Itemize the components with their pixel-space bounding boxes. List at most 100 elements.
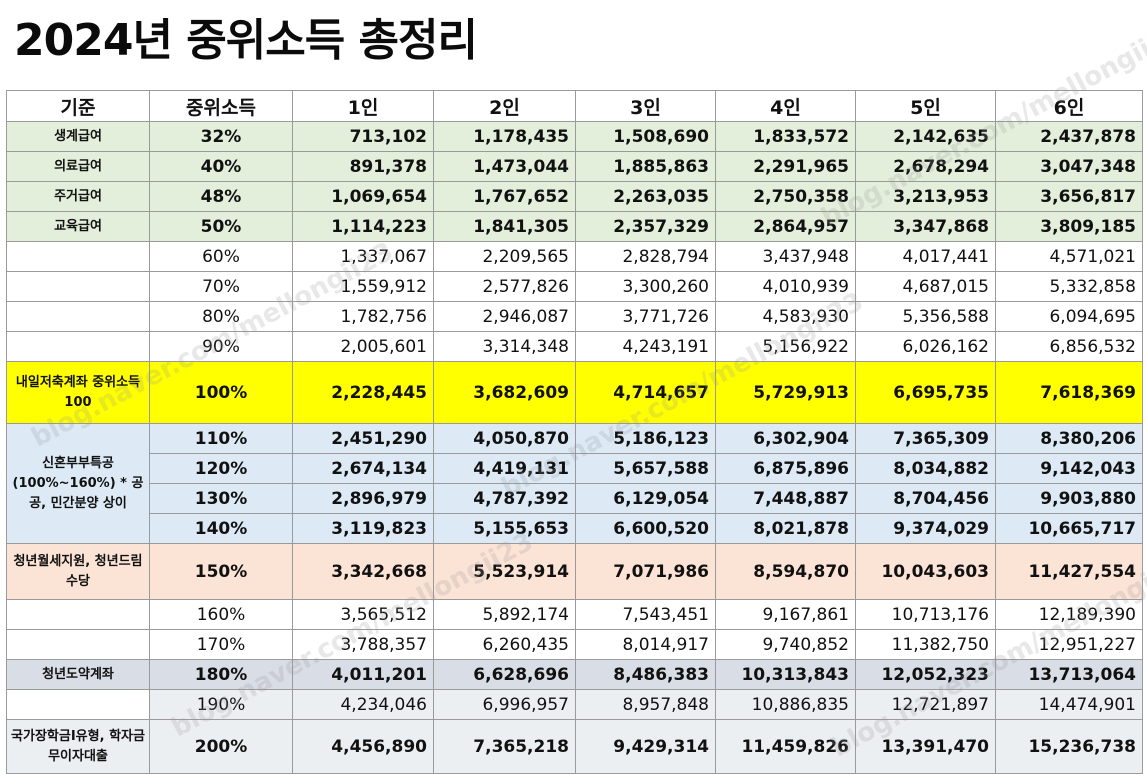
page-title: 2024년 중위소득 총정리 xyxy=(14,15,478,66)
median-percent-cell: 40% xyxy=(149,151,293,182)
income-value-cell-3-person: 2,263,035 xyxy=(575,181,716,212)
income-value-cell-1-person: 1,782,756 xyxy=(292,301,434,332)
income-value-cell-1-person: 3,119,823 xyxy=(292,513,434,544)
income-value-cell-4-person: 7,448,887 xyxy=(715,483,856,514)
income-value-cell-1-person: 2,674,134 xyxy=(292,453,434,484)
income-value-cell-3-person: 6,129,054 xyxy=(575,483,716,514)
income-value-cell-2-person: 2,946,087 xyxy=(433,301,576,332)
median-percent-cell: 130% xyxy=(149,483,293,514)
income-value-cell-2-person: 3,314,348 xyxy=(433,331,576,362)
income-value-cell-4-person: 10,313,843 xyxy=(715,659,856,690)
income-value-cell-2-person: 5,523,914 xyxy=(433,543,576,600)
income-value-cell-4-person: 6,302,904 xyxy=(715,423,856,454)
income-value-cell-2-person: 6,628,696 xyxy=(433,659,576,690)
header-2-person: 2인 xyxy=(433,90,576,122)
table-row: 의료급여 40% 891,378 1,473,044 1,885,863 2,291,96… xyxy=(6,151,1143,182)
median-percent-cell: 120% xyxy=(149,453,293,484)
income-value-cell-2-person: 7,365,218 xyxy=(433,719,576,774)
income-value-cell-1-person: 2,005,601 xyxy=(292,331,434,362)
header-4-person: 4인 xyxy=(715,90,856,122)
income-value-cell-4-person: 4,583,930 xyxy=(715,301,856,332)
table-row: 120% 2,674,134 4,419,131 5,657,588 6,875,896… xyxy=(7,453,1143,484)
income-value-cell-3-person: 5,657,588 xyxy=(575,453,716,484)
income-value-cell-2-person: 3,682,609 xyxy=(433,361,576,424)
table-row: 160% 3,565,512 5,892,174 7,543,451 9,167,861… xyxy=(6,599,1143,630)
income-value-cell-2-person: 4,419,131 xyxy=(433,453,576,484)
income-value-cell-1-person: 891,378 xyxy=(292,151,434,182)
table-row: 청년도약계좌 180% 4,011,201 6,628,696 8,486,383 10,… xyxy=(6,659,1143,690)
income-value-cell-6-person: 2,437,878 xyxy=(995,121,1143,152)
table-row: 60% 1,337,067 2,209,565 2,828,794 3,437,948 4… xyxy=(6,241,1143,272)
income-value-cell-2-person: 1,767,652 xyxy=(433,181,576,212)
category-label: 신혼부부특공 (100%~160%) * 공공, 민간분양 상이 xyxy=(6,423,150,544)
income-value-cell-1-person: 2,896,979 xyxy=(292,483,434,514)
income-value-cell-1-person: 4,456,890 xyxy=(292,719,434,774)
income-value-cell-5-person: 8,704,456 xyxy=(855,483,996,514)
median-percent-cell: 140% xyxy=(149,513,293,544)
table-row: 생계급여 32% 713,102 1,178,435 1,508,690 1,833,57… xyxy=(6,121,1143,152)
income-value-cell-5-person: 2,678,294 xyxy=(855,151,996,182)
category-label: 청년월세지원, 청년드림수당 xyxy=(6,543,150,600)
income-value-cell-4-person: 6,875,896 xyxy=(715,453,856,484)
income-value-cell-5-person: 5,356,588 xyxy=(855,301,996,332)
table-row: 교육급여 50% 1,114,223 1,841,305 2,357,329 2,864,… xyxy=(6,211,1143,242)
table-row: 170% 3,788,357 6,260,435 8,014,917 9,740,852… xyxy=(6,629,1143,660)
median-percent-cell: 48% xyxy=(149,181,293,212)
income-value-cell-2-person: 6,260,435 xyxy=(433,629,576,660)
income-value-cell-6-person: 3,047,348 xyxy=(995,151,1143,182)
income-value-cell-6-person: 11,427,554 xyxy=(995,543,1143,600)
category-empty-cell xyxy=(6,629,150,660)
income-value-cell-5-person: 9,374,029 xyxy=(855,513,996,544)
table-row: 70% 1,559,912 2,577,826 3,300,260 4,010,939 4… xyxy=(6,271,1143,302)
income-value-cell-6-person: 6,094,695 xyxy=(995,301,1143,332)
income-value-cell-4-person: 5,729,913 xyxy=(715,361,856,424)
category-label: 의료급여 xyxy=(6,151,150,182)
income-value-cell-5-person: 3,347,868 xyxy=(855,211,996,242)
income-value-cell-5-person: 6,026,162 xyxy=(855,331,996,362)
income-value-cell-3-person: 8,014,917 xyxy=(575,629,716,660)
median-percent-cell: 190% xyxy=(149,689,293,720)
table-row: 90% 2,005,601 3,314,348 4,243,191 5,156,922 6… xyxy=(6,331,1143,362)
income-value-cell-3-person: 9,429,314 xyxy=(575,719,716,774)
income-value-cell-5-person: 10,713,176 xyxy=(855,599,996,630)
median-percent-cell: 180% xyxy=(149,659,293,690)
income-value-cell-2-person: 2,209,565 xyxy=(433,241,576,272)
income-value-cell-6-person: 9,142,043 xyxy=(995,453,1143,484)
median-percent-cell: 90% xyxy=(149,331,293,362)
income-value-cell-5-person: 13,391,470 xyxy=(855,719,996,774)
category-label: 생계급여 xyxy=(6,121,150,152)
income-value-cell-3-person: 1,508,690 xyxy=(575,121,716,152)
income-value-cell-2-person: 4,050,870 xyxy=(433,423,576,454)
income-value-cell-4-person: 8,594,870 xyxy=(715,543,856,600)
income-value-cell-6-person: 3,656,817 xyxy=(995,181,1143,212)
category-label: 국가장학금I유형, 학자금 무이자대출 xyxy=(6,719,150,774)
income-value-cell-3-person: 2,828,794 xyxy=(575,241,716,272)
income-value-cell-3-person: 5,186,123 xyxy=(575,423,716,454)
table-header-row: 기준 중위소득 1인 2인 3인 4인 5인 6인 xyxy=(6,90,1143,122)
income-value-cell-2-person: 4,787,392 xyxy=(433,483,576,514)
income-value-cell-1-person: 1,559,912 xyxy=(292,271,434,302)
income-value-cell-6-person: 15,236,738 xyxy=(995,719,1143,774)
income-value-cell-1-person: 2,451,290 xyxy=(292,423,434,454)
income-value-cell-3-person: 8,486,383 xyxy=(575,659,716,690)
median-percent-cell: 50% xyxy=(149,211,293,242)
income-value-cell-6-person: 12,951,227 xyxy=(995,629,1143,660)
income-value-cell-5-person: 10,043,603 xyxy=(855,543,996,600)
income-value-cell-6-person: 10,665,717 xyxy=(995,513,1143,544)
income-value-cell-6-person: 7,618,369 xyxy=(995,361,1143,424)
income-value-cell-4-person: 3,437,948 xyxy=(715,241,856,272)
income-value-cell-1-person: 2,228,445 xyxy=(292,361,434,424)
income-value-cell-6-person: 14,474,901 xyxy=(995,689,1143,720)
table-row: 140% 3,119,823 5,155,653 6,600,520 8,021,878… xyxy=(7,513,1143,544)
income-value-cell-6-person: 5,332,858 xyxy=(995,271,1143,302)
table-row: 신혼부부특공 (100%~160%) * 공공, 민간분양 상이 110% 2,45… xyxy=(6,423,1143,544)
median-percent-cell: 32% xyxy=(149,121,293,152)
income-value-cell-3-person: 3,300,260 xyxy=(575,271,716,302)
category-label: 내일저축계좌 중위소득 100 xyxy=(6,361,150,424)
income-value-cell-4-person: 9,740,852 xyxy=(715,629,856,660)
table-row: 130% 2,896,979 4,787,392 6,129,054 7,448,887… xyxy=(7,483,1143,514)
income-value-cell-3-person: 4,243,191 xyxy=(575,331,716,362)
income-value-cell-2-person: 6,996,957 xyxy=(433,689,576,720)
income-value-cell-5-person: 2,142,635 xyxy=(855,121,996,152)
median-percent-cell: 70% xyxy=(149,271,293,302)
